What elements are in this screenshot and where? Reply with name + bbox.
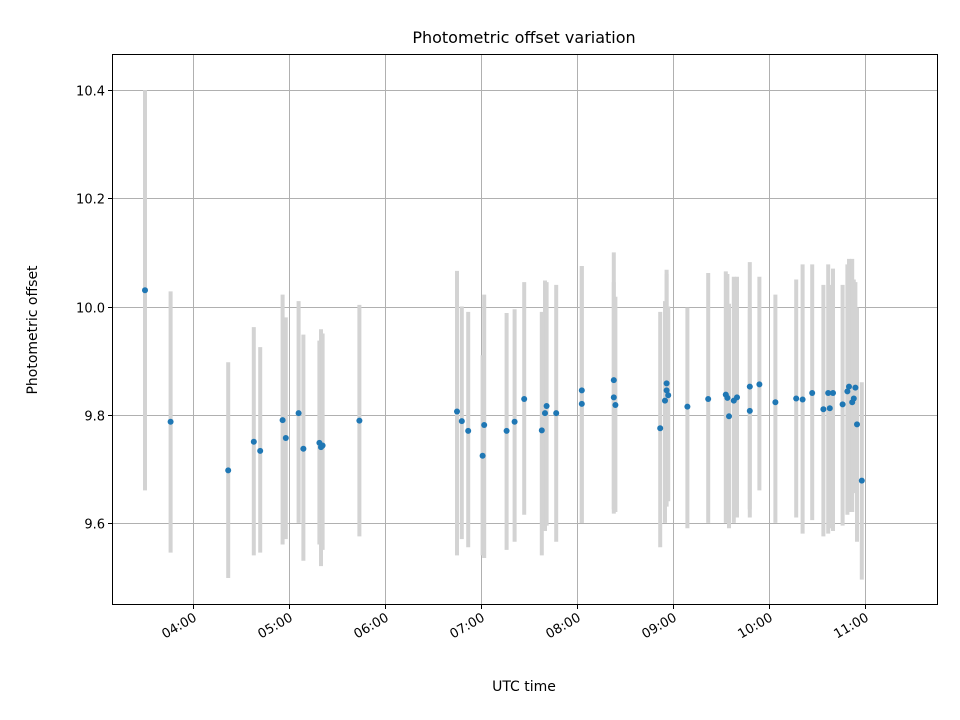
data-point	[663, 387, 670, 394]
y-axis-label: Photometric offset	[25, 265, 41, 395]
data-point	[454, 408, 460, 415]
data-point	[852, 384, 859, 391]
data-point	[521, 396, 528, 403]
data-point	[854, 421, 860, 428]
data-point	[282, 434, 289, 441]
x-axis-ticks: 04:00 05:00 06:00 07:00 08:00 09:00 10:00 11:00	[160, 604, 872, 642]
data-point	[746, 383, 753, 390]
data-point	[734, 394, 740, 401]
grid-lines	[113, 55, 937, 604]
data-point	[662, 397, 668, 404]
data-point	[225, 467, 232, 474]
data-point	[826, 405, 833, 412]
data-point	[250, 438, 257, 445]
y-tick-label: 10.0	[76, 302, 105, 317]
data-point	[684, 403, 691, 410]
data-point	[167, 418, 174, 425]
data-point	[705, 396, 712, 403]
data-point	[481, 421, 488, 428]
data-point	[553, 410, 560, 417]
data-point	[726, 413, 732, 420]
data-point	[578, 400, 585, 407]
x-tick-label: 05:00	[256, 610, 296, 642]
data-point	[543, 403, 550, 410]
data-points	[142, 287, 865, 484]
y-tick-label: 10.4	[76, 85, 105, 100]
y-tick-label: 9.8	[84, 410, 105, 425]
data-point	[756, 381, 763, 388]
data-point	[830, 390, 836, 397]
data-point	[142, 287, 148, 294]
data-point	[825, 390, 832, 397]
data-point	[858, 477, 865, 484]
x-tick-label: 10:00	[736, 610, 776, 642]
data-point	[356, 417, 363, 424]
data-point	[479, 452, 486, 459]
x-tick-label: 09:00	[640, 610, 680, 642]
data-point	[610, 377, 617, 384]
data-point	[839, 401, 846, 408]
error-bars	[143, 90, 864, 580]
data-point	[846, 383, 852, 390]
y-tick-label: 9.6	[84, 518, 105, 533]
data-point	[257, 447, 264, 454]
data-point	[503, 427, 510, 434]
x-axis-label: UTC time	[492, 679, 556, 695]
x-tick-label: 08:00	[544, 610, 584, 642]
data-point	[772, 399, 779, 406]
data-point	[538, 427, 545, 434]
data-point	[578, 387, 585, 394]
data-point	[319, 442, 326, 449]
data-point	[809, 390, 816, 397]
data-point	[511, 418, 518, 425]
data-point	[300, 445, 307, 452]
data-point	[724, 394, 731, 401]
data-point	[665, 392, 672, 399]
data-point	[663, 380, 670, 387]
data-point	[279, 417, 286, 424]
data-point	[612, 401, 619, 408]
chart-title: Photometric offset variation	[412, 28, 635, 47]
data-point	[820, 406, 827, 413]
x-tick-label: 11:00	[832, 610, 872, 642]
data-point	[295, 410, 302, 417]
x-tick-label: 06:00	[352, 610, 392, 642]
data-point	[844, 388, 851, 395]
data-point	[465, 427, 472, 434]
x-tick-label: 07:00	[448, 610, 488, 642]
data-point	[458, 418, 465, 425]
x-tick-label: 04:00	[160, 610, 200, 642]
y-tick-label: 10.2	[76, 193, 105, 208]
data-point	[850, 395, 857, 402]
y-axis-ticks: 9.6 9.8 10.0 10.2 10.4	[76, 85, 113, 533]
data-point	[793, 395, 800, 402]
plot-area-frame	[112, 54, 938, 605]
data-point	[799, 396, 806, 403]
data-point	[542, 410, 548, 417]
data-point	[746, 407, 753, 414]
data-point	[657, 425, 664, 432]
data-point	[610, 394, 617, 401]
